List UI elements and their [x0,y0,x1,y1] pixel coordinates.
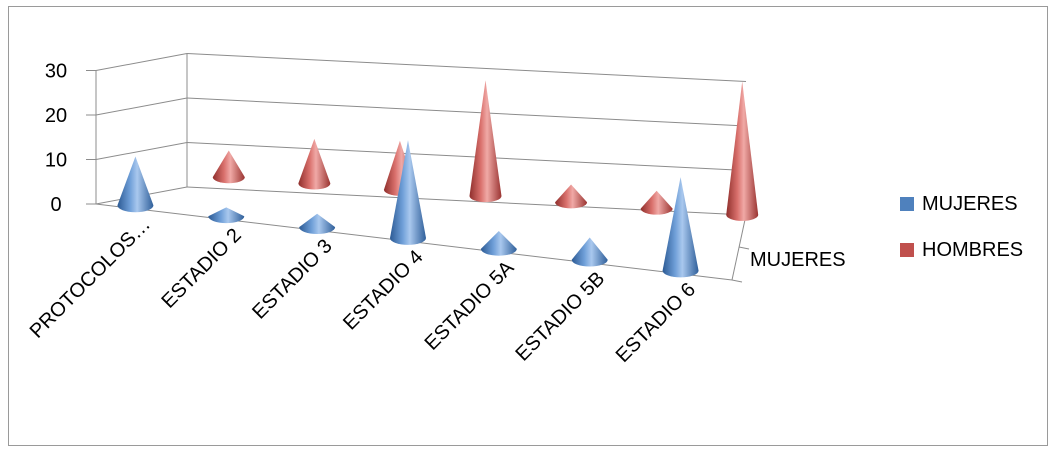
legend-item-hombres: HOMBRES [900,238,1023,262]
cone-hombres [726,81,759,221]
x-tick-label: ESTADIO 5A [421,256,519,354]
gridline [186,142,747,171]
y-tick-label: 10 [45,150,67,172]
cone-hombres [298,138,331,190]
cone-hombres [469,80,502,203]
cone-mujeres [571,237,608,267]
legend-item-mujeres: MUJERES [900,192,1023,216]
cone-hombres-body [298,138,331,190]
cone-mujeres-body [299,213,336,234]
legend-swatch-hombres [900,243,914,257]
cone-hombres [212,150,245,184]
cone-mujeres-body [390,140,426,245]
cone-mujeres [117,156,154,213]
cone-hombres-body [555,184,588,209]
cone-mujeres-body [480,231,517,256]
cone-hombres-body [726,81,759,221]
cone-hombres [640,190,673,215]
x-tick-label: ESTADIO 6 [612,279,700,367]
cone-mujeres [390,140,426,245]
x-tick-label: ESTADIO 5B [511,268,609,366]
gridlines [95,53,747,216]
cone-mujeres-body [571,237,608,267]
legend-label-hombres: HOMBRES [922,238,1024,261]
cone-mujeres-body [117,156,154,213]
cone-mujeres-body [662,177,699,278]
gridline [186,97,747,127]
cone-mujeres [480,231,517,256]
x-tick-label: ESTADIO 4 [339,246,427,334]
gridline [186,53,747,82]
cone-mujeres [662,177,699,278]
depth-axis-label: MUJERES [750,249,846,271]
cone-mujeres [208,207,245,224]
legend: MUJERES HOMBRES [900,192,1023,284]
x-tick-label: ESTADIO 3 [248,235,336,323]
x-tick-label: ESTADIO 2 [157,224,245,312]
y-tick-label: 0 [50,194,61,216]
legend-label-mujeres: MUJERES [922,192,1018,215]
legend-swatch-mujeres [900,197,914,211]
mujeres-series [117,140,699,278]
y-tick-label: 20 [45,105,67,127]
cone-hombres [555,184,588,209]
y-tick-label: 30 [45,61,67,83]
depth-tick [738,246,750,250]
gridline [95,142,188,160]
chart-area [8,6,1048,446]
cone-hombres-body [212,150,245,184]
cone-mujeres [299,213,336,234]
gridline [95,97,188,116]
gridline [95,53,188,71]
cone-hombres-body [640,190,673,215]
cone-mujeres-body [208,207,245,224]
cone-hombres-body [469,80,502,203]
depth-tick [731,279,743,283]
axes [86,53,757,283]
x-tick-label: PROTOCOLOS… [26,213,155,342]
